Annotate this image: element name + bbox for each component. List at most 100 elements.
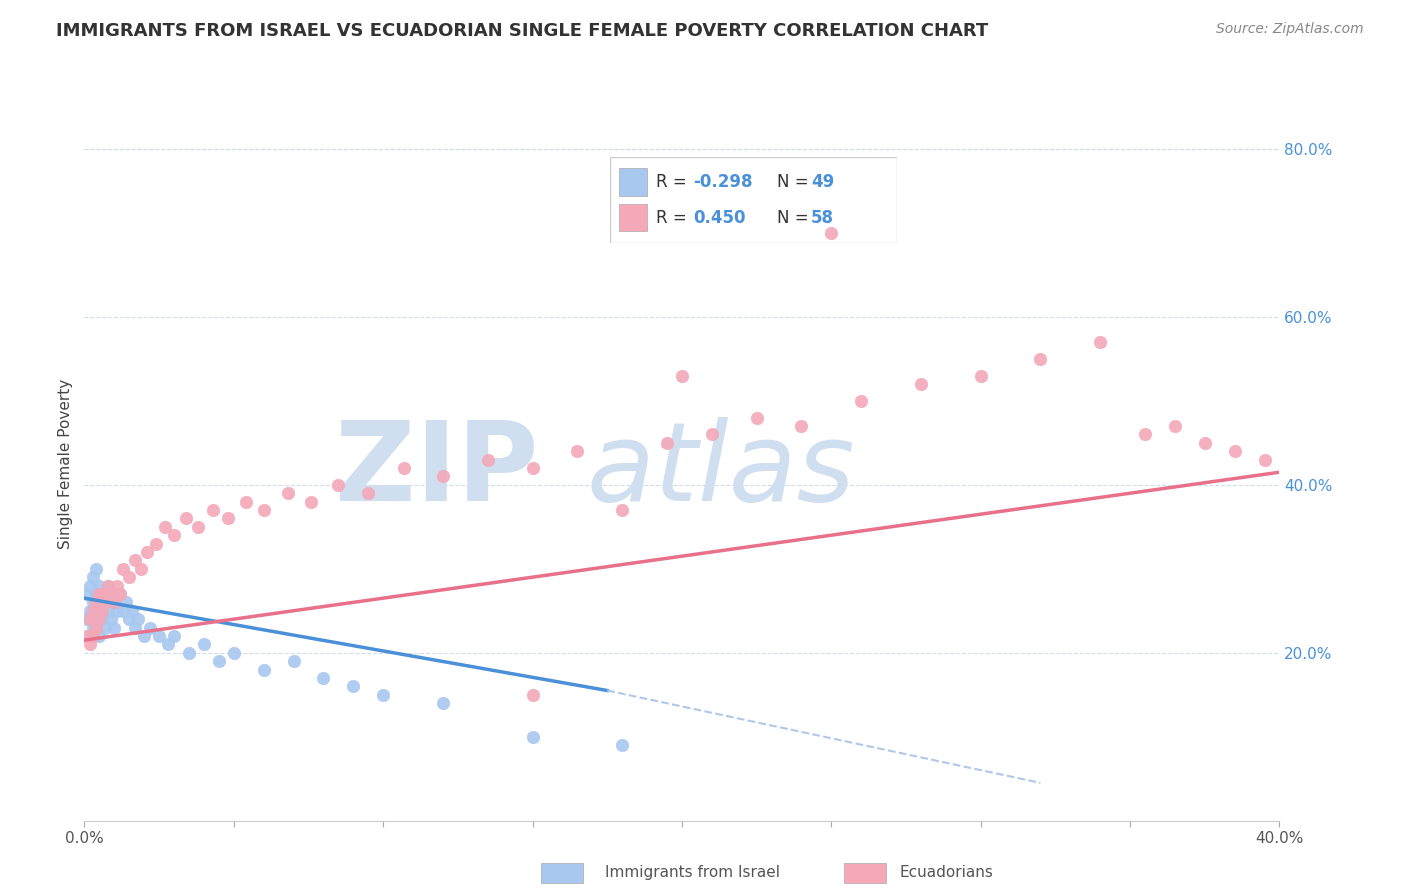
Point	[371, 688, 394, 702]
Point	[208, 654, 231, 668]
Point	[76, 587, 98, 601]
Text: 58: 58	[811, 209, 834, 227]
Text: N =: N =	[776, 173, 814, 191]
Point	[217, 511, 239, 525]
Point	[610, 738, 633, 752]
Point	[1133, 427, 1156, 442]
Point	[522, 688, 544, 702]
Point	[163, 528, 186, 542]
Point	[94, 595, 117, 609]
Point	[700, 427, 723, 442]
Text: R =: R =	[657, 209, 692, 227]
Point	[148, 629, 170, 643]
Point	[1194, 435, 1216, 450]
Point	[89, 604, 111, 618]
Point	[655, 435, 678, 450]
Point	[745, 410, 768, 425]
Point	[94, 621, 117, 635]
Point	[86, 562, 108, 576]
Point	[105, 604, 128, 618]
Point	[283, 654, 305, 668]
Text: Ecuadorians: Ecuadorians	[900, 865, 994, 880]
Point	[522, 730, 544, 744]
Point	[94, 595, 117, 609]
Point	[91, 604, 114, 618]
Text: Immigrants from Israel: Immigrants from Israel	[605, 865, 779, 880]
Point	[100, 587, 122, 601]
Point	[79, 637, 101, 651]
Point	[522, 461, 544, 475]
Point	[115, 595, 138, 609]
Point	[1253, 452, 1275, 467]
Point	[112, 604, 135, 618]
Point	[100, 587, 122, 601]
Point	[849, 393, 872, 408]
Point	[127, 612, 149, 626]
Y-axis label: Single Female Poverty: Single Female Poverty	[58, 379, 73, 549]
Point	[118, 612, 141, 626]
Point	[432, 469, 454, 483]
Point	[91, 587, 114, 601]
Point	[82, 621, 104, 635]
Point	[145, 536, 167, 550]
Point	[187, 520, 209, 534]
Point	[671, 368, 693, 383]
Point	[124, 553, 146, 567]
Text: Source: ZipAtlas.com: Source: ZipAtlas.com	[1216, 22, 1364, 37]
Point	[174, 511, 197, 525]
Point	[153, 520, 176, 534]
Point	[1029, 351, 1052, 366]
Point	[97, 604, 120, 618]
Point	[1223, 444, 1246, 458]
Point	[432, 696, 454, 710]
Point	[103, 595, 125, 609]
Text: ZIP: ZIP	[335, 417, 538, 524]
Point	[253, 503, 276, 517]
Text: IMMIGRANTS FROM ISRAEL VS ECUADORIAN SINGLE FEMALE POVERTY CORRELATION CHART: IMMIGRANTS FROM ISRAEL VS ECUADORIAN SIN…	[56, 22, 988, 40]
Point	[222, 646, 245, 660]
Point	[328, 478, 350, 492]
Point	[86, 612, 108, 626]
Text: atlas: atlas	[586, 417, 855, 524]
Point	[89, 629, 111, 643]
Point	[277, 486, 299, 500]
Point	[76, 612, 98, 626]
Point	[136, 545, 159, 559]
Point	[100, 612, 122, 626]
Point	[112, 562, 135, 576]
Bar	[619, 204, 648, 232]
Point	[89, 587, 111, 601]
Point	[86, 587, 108, 601]
Point	[79, 629, 101, 643]
Point	[820, 226, 842, 240]
Point	[79, 604, 101, 618]
Point	[235, 494, 257, 508]
Text: -0.298: -0.298	[693, 173, 752, 191]
Point	[110, 587, 132, 601]
Point	[157, 637, 180, 651]
Point	[790, 419, 813, 434]
Point	[139, 621, 162, 635]
Point	[124, 621, 146, 635]
Point	[86, 595, 108, 609]
Point	[132, 629, 156, 643]
Point	[118, 570, 141, 584]
Point	[392, 461, 415, 475]
Text: N =: N =	[776, 209, 814, 227]
Point	[342, 679, 364, 693]
Point	[567, 444, 589, 458]
Point	[910, 377, 932, 392]
Point	[79, 612, 101, 626]
Point	[253, 663, 276, 677]
Point	[79, 578, 101, 592]
Text: 0.450: 0.450	[693, 209, 745, 227]
Point	[163, 629, 186, 643]
Point	[1090, 335, 1112, 350]
Point	[177, 646, 200, 660]
Point	[91, 612, 114, 626]
Point	[129, 562, 152, 576]
Point	[610, 503, 633, 517]
Point	[103, 595, 125, 609]
Point	[82, 595, 104, 609]
Point	[970, 368, 993, 383]
